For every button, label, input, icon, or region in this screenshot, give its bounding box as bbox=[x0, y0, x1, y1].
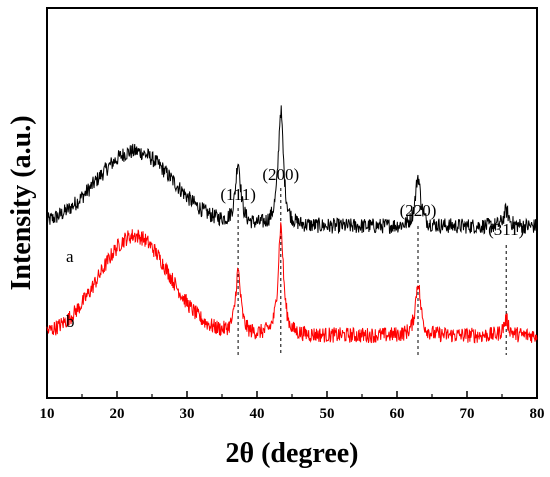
x-tick-label: 10 bbox=[40, 406, 55, 422]
series-line-b bbox=[46, 222, 538, 344]
series-label-b: b bbox=[66, 312, 75, 331]
x-tick-label: 60 bbox=[390, 406, 405, 422]
series-label-a: a bbox=[66, 247, 74, 266]
peak-guide-lines bbox=[237, 188, 507, 355]
x-tick-label: 20 bbox=[110, 406, 125, 422]
peak-label: (311) bbox=[488, 220, 524, 239]
series-line-a bbox=[46, 105, 538, 235]
peak-label: (111) bbox=[220, 185, 256, 204]
x-axis-label: 2θ (degree) bbox=[225, 438, 358, 469]
series-lines bbox=[46, 105, 538, 344]
peak-labels: (111) (200) (220) (311) bbox=[220, 165, 524, 239]
peak-label: (220) bbox=[400, 201, 437, 220]
x-tick-label: 40 bbox=[250, 406, 265, 422]
x-tick-label: 30 bbox=[180, 406, 195, 422]
y-axis-label: Intensity (a.u.) bbox=[6, 115, 37, 290]
x-axis-tick-labels: 10 20 30 40 50 60 70 80 bbox=[40, 406, 545, 422]
peak-label: (200) bbox=[262, 165, 299, 184]
x-tick-label: 80 bbox=[530, 406, 545, 422]
x-tick-label: 70 bbox=[460, 406, 475, 422]
x-axis-ticks bbox=[46, 391, 538, 398]
x-tick-label: 50 bbox=[320, 406, 335, 422]
series-labels: ab bbox=[66, 247, 75, 331]
